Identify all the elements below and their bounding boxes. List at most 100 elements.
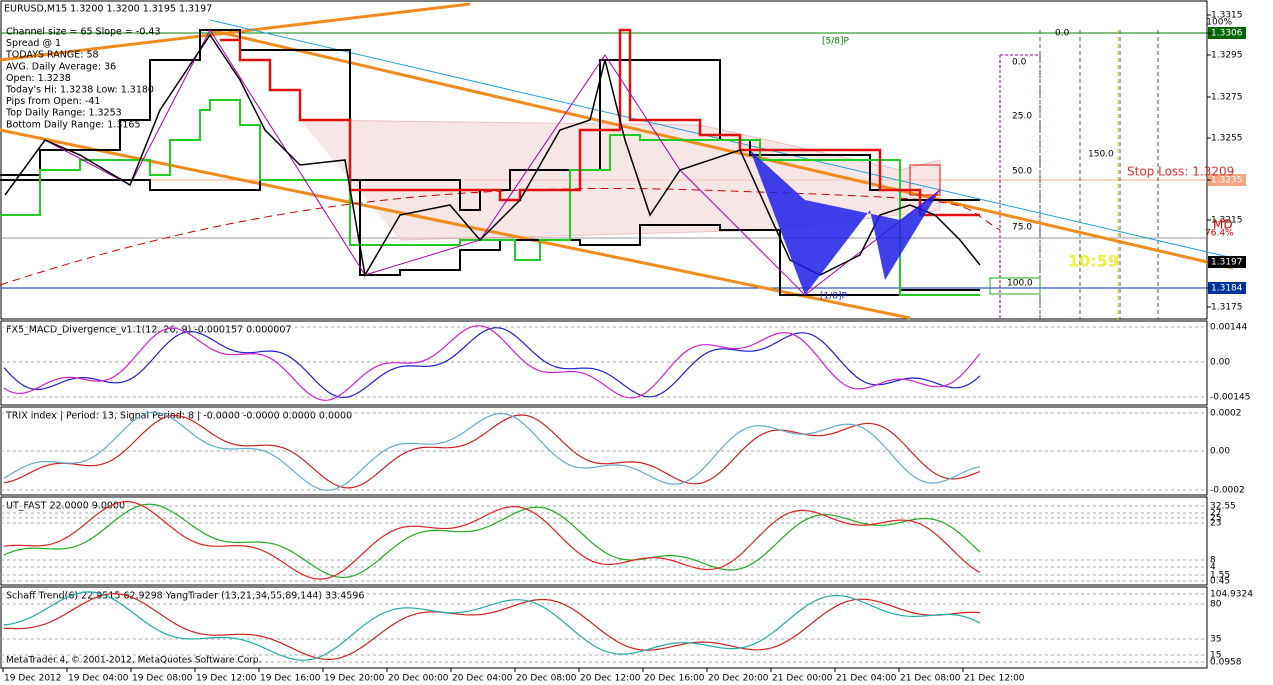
price-label: 1.3295 (1211, 51, 1243, 61)
indicator-line (3, 327, 981, 399)
harmonic-pattern (750, 150, 940, 295)
macd-panel (0, 320, 1208, 406)
scale-label: 23 (1210, 519, 1221, 529)
annotation: 76.4% (1205, 229, 1234, 239)
time-label: 19 Dec 04:00 (68, 674, 129, 684)
stop-box (909, 164, 941, 196)
price-label: 1.3184 (1211, 284, 1243, 294)
info-line: Today's Hi: 1.3238 Low: 1.3180 (5, 85, 154, 96)
info-line: Channel size = 65 Slope = -0.43 (6, 27, 161, 38)
indicator-line (3, 325, 981, 401)
time-label: 20 Dec 20:00 (708, 674, 769, 684)
price-label: 1.3275 (1211, 93, 1243, 103)
time-label: 20 Dec 00:00 (388, 674, 449, 684)
annotation: 100% (1206, 18, 1232, 28)
info-line: Open: 1.3238 (6, 73, 71, 84)
price-label: 1.3197 (1211, 258, 1243, 268)
scale-label: 104.9324 (1210, 590, 1253, 600)
annotation: 150.0 (1088, 150, 1114, 160)
timer: 10:59 (1068, 252, 1119, 271)
price-label: 1.3175 (1211, 303, 1243, 313)
price-label: 1.3215 (1211, 216, 1243, 226)
indicator-line (3, 411, 981, 491)
scale-label: 8 (1210, 556, 1216, 566)
utfast-panel (0, 496, 1208, 586)
annotation: [5/8]P (822, 37, 850, 47)
scale-label: 80 (1210, 600, 1222, 610)
time-label: 19 Dec 16:00 (260, 674, 321, 684)
scale-label: 27 (1210, 509, 1221, 519)
panel-title: Schaff Trend(6) 22.9515 62.9298 YangTrad… (6, 591, 364, 602)
info-line: Pips from Open: -41 (6, 96, 100, 107)
scale-label: 1.55 (1210, 571, 1230, 581)
fib-label: 100.0 (1007, 279, 1033, 289)
timer-box (989, 277, 1041, 295)
scale-label: 0.0002 (1210, 409, 1242, 419)
scale-label: 0.0958 (1210, 658, 1242, 668)
scale-label: 0.45 (1210, 577, 1230, 587)
time-axis: 19 Dec 2012 19 Dec 04:00 19 Dec 08:00 19 De… (2, 668, 1025, 684)
channel-top (0, 2, 471, 62)
info-line: TODAYS RANGE: 58 (5, 50, 99, 61)
fib-label: 75.0 (1012, 223, 1032, 233)
tenkan-red (220, 28, 980, 217)
price-label: 1.3255 (1211, 134, 1243, 144)
kijun-green (0, 99, 980, 296)
annotation: 0.0 (1055, 29, 1070, 39)
scale-label: 0.00 (1210, 447, 1230, 457)
time-label: 20 Dec 16:00 (644, 674, 705, 684)
channel-upper (209, 28, 1234, 270)
scale-label: -0.00145 (1210, 393, 1250, 403)
channel-lower (0, 128, 911, 320)
price-label: 1.3235 (1211, 176, 1243, 186)
price-box (1208, 174, 1246, 186)
price-line (4, 33, 981, 278)
scale-label: 0.00 (1210, 358, 1230, 368)
panel-title: UT_FAST 22.0000 9.0000 (6, 501, 125, 512)
copyright: MetaTrader 4, © 2001-2012, MetaQuotes So… (6, 656, 262, 666)
panel-title: FX5_MACD_Divergence_v1.1(12, 26, 9) -0.0… (6, 325, 291, 336)
price-box (1208, 282, 1246, 294)
time-label: 20 Dec 04:00 (452, 674, 513, 684)
indicator-line (3, 591, 981, 661)
info-line: Bottom Daily Range: 1.3165 (6, 119, 141, 130)
info-line: AVG. Daily Average: 36 (6, 61, 116, 72)
stop-loss: Stop Loss: 1.3209 (1127, 165, 1234, 179)
scale-label: 0.00144 (1210, 323, 1247, 333)
scale-label: -0.0002 (1210, 486, 1245, 496)
indicator-line (3, 500, 981, 580)
channel-upper-steps (0, 29, 980, 211)
fib-label: 25.0 (1012, 112, 1032, 122)
price-axis: 1.3315 1.3295 1.3275 1.3255 1.3235 1.3215 1.31… (1207, 11, 1246, 313)
price-label: 1.3315 (1211, 11, 1243, 21)
annotation: [1/8]P (820, 292, 848, 302)
time-label: 21 Dec 04:00 (836, 674, 897, 684)
time-label: 20 Dec 12:00 (580, 674, 641, 684)
channel-lower-steps (0, 179, 980, 296)
time-label: 19 Dec 2012 (4, 674, 62, 684)
main-drawing (0, 2, 1234, 320)
scale-label: 35 (1210, 635, 1221, 645)
indicator-line (3, 503, 981, 579)
scale-label: 25 (1210, 514, 1221, 524)
time-label: 21 Dec 08:00 (900, 674, 961, 684)
time-label: 19 Dec 08:00 (132, 674, 193, 684)
scale-label: 4 (1210, 563, 1216, 573)
info-line: Top Daily Range: 1.3253 (5, 108, 122, 119)
price-box (1208, 256, 1246, 268)
time-label: 20 Dec 08:00 (516, 674, 577, 684)
chart-header: EURUSD,M15 1.3200 1.3200 1.3195 1.3197 (4, 4, 212, 15)
time-label: 19 Dec 20:00 (324, 674, 385, 684)
price-label: 1.3306 (1211, 29, 1243, 39)
fib-label: 50.0 (1012, 167, 1032, 177)
price-box (1208, 27, 1246, 39)
scale-label: 15 (1210, 651, 1221, 661)
info-line: Spread @ 1 (6, 38, 61, 49)
indicator-panels: FX5_MACD_Divergence_v1.1(12, 26, 9) -0.0… (1, 323, 1253, 668)
indicator-line (3, 414, 981, 489)
time-label: 21 Dec 00:00 (772, 674, 833, 684)
fib-label: 0.0 (1012, 58, 1027, 68)
